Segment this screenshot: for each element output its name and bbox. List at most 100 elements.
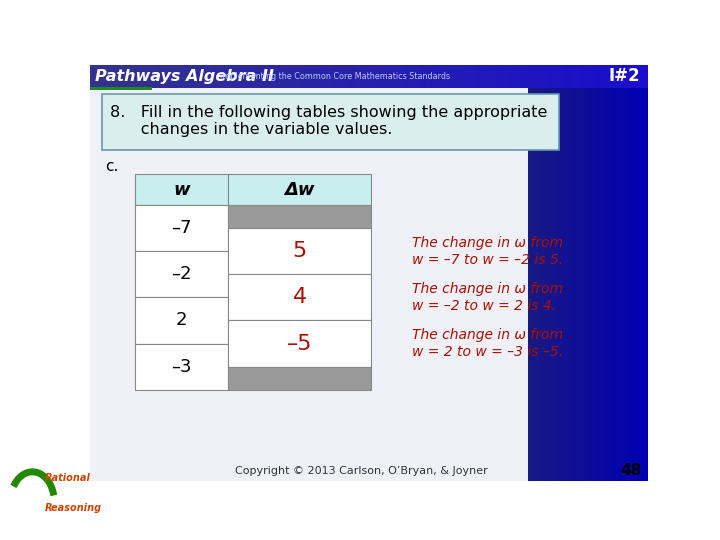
Bar [602,65,603,481]
Bar [366,65,367,88]
Bar [383,65,384,88]
Bar [545,65,546,481]
Bar [644,65,645,88]
Bar [228,65,229,88]
Bar [396,65,397,88]
Bar [472,65,473,88]
Bar [453,65,454,88]
Bar [591,65,592,481]
Bar [566,65,567,481]
Bar [600,65,601,88]
Bar [631,65,632,481]
Bar [177,65,178,88]
Bar [468,65,469,88]
Bar [296,65,297,88]
Bar [300,65,301,88]
Bar [104,65,106,88]
Bar [197,65,198,88]
Text: –2: –2 [171,265,192,284]
Bar [102,65,103,88]
Bar [628,65,629,88]
Bar [199,65,200,88]
Bar [351,65,352,88]
Bar [555,65,556,88]
Bar [565,65,566,88]
Bar [194,65,195,88]
Bar [469,65,471,88]
Bar [151,65,152,88]
Bar [434,65,435,88]
Bar [486,65,487,88]
Bar [166,65,167,88]
Bar [605,65,606,481]
Bar [350,65,351,88]
Bar [552,65,553,481]
Bar [415,65,416,88]
Bar [588,65,589,88]
Bar [234,65,235,88]
Bar [594,65,595,88]
Bar [255,65,256,88]
Bar [299,65,300,88]
Bar [567,65,568,88]
Bar [267,65,269,88]
Bar [531,65,532,88]
Bar [405,65,406,88]
Bar [209,65,210,88]
Bar [598,65,599,481]
Bar [149,65,150,88]
Bar [550,65,551,481]
Bar [283,65,284,88]
Bar [129,65,130,88]
Bar [476,65,477,88]
Bar [489,65,490,88]
Bar [540,65,541,88]
Bar [490,65,492,88]
Bar [185,65,186,88]
Bar [503,65,504,88]
Bar [386,65,387,88]
Bar [563,65,564,481]
Bar [208,65,209,88]
Bar [546,65,547,481]
Bar [131,65,132,88]
Bar [525,65,526,88]
Bar [541,65,542,88]
Bar [107,65,108,88]
Bar [163,65,164,88]
Bar [593,65,594,481]
Bar [607,65,608,481]
Bar [582,65,583,481]
Bar [617,65,618,88]
Bar [108,65,109,88]
Bar [609,65,610,88]
Bar [605,65,606,88]
Bar [326,65,327,88]
Bar [563,65,564,88]
Bar [621,65,622,481]
Bar [544,65,545,88]
Bar [171,65,172,88]
Bar [354,65,355,88]
Bar [514,65,515,88]
Bar [467,65,468,88]
Bar [464,65,465,88]
Bar [323,65,324,88]
Bar [461,65,462,88]
Text: 8.   Fill in the following tables showing the appropriate: 8. Fill in the following tables showing … [110,105,547,120]
Bar [573,65,574,481]
Bar [173,65,174,88]
Bar [311,65,312,88]
Bar [587,65,588,481]
Bar [289,65,290,88]
Bar [548,65,549,88]
Bar [457,65,458,88]
Bar [444,65,445,88]
Bar [557,65,558,481]
Bar [363,65,364,88]
Text: Pathways Algebra II: Pathways Algebra II [96,69,274,84]
Bar [421,65,422,88]
Bar [325,65,326,88]
Bar [90,65,528,481]
Bar [611,65,612,481]
